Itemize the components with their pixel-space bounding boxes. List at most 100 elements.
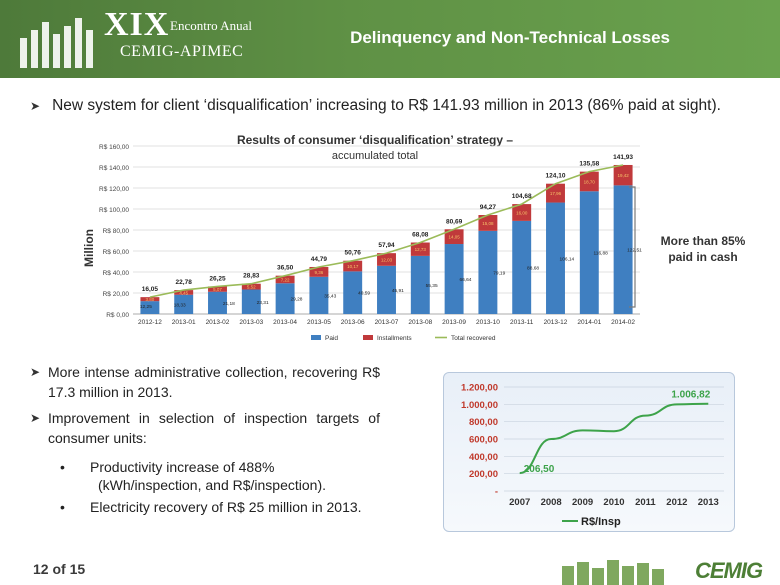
bar-installments [275, 275, 295, 284]
paid-value-label: 23,31 [257, 300, 269, 306]
paid-value-label: 21,18 [223, 301, 235, 307]
installments-value-label: 5,52 [247, 285, 256, 290]
organization-name: CEMIG-APIMEC [120, 43, 244, 60]
installments-value-label: 7,22 [281, 277, 290, 282]
total-value-label: 28,83 [243, 273, 260, 280]
total-value-label: 80,69 [446, 218, 463, 225]
x-tick-label: 2013 [698, 497, 719, 508]
sub-bullet-text: Electricity recovery of R$ 25 million in… [90, 499, 362, 515]
first-point-label: 206,50 [524, 464, 555, 475]
paid-in-cash-note: More than 85% paid in cash [660, 234, 746, 264]
sub-bullet-item: • Productivity increase of 488% (kWh/ins… [30, 458, 380, 494]
bar-installments [579, 171, 599, 192]
y-tick-label: R$ 160,00 [99, 144, 129, 151]
total-value-label: 124,10 [546, 173, 566, 180]
y-tick-label: 800,00 [469, 417, 498, 428]
total-value-label: 16,05 [142, 286, 159, 293]
top-bullet: ➤ New system for client ‘disqualification… [30, 97, 721, 115]
rs-per-inspection-panel: - 200,00 400,00 600,00 800,00 1.000,00 1.200,0… [443, 372, 735, 532]
y-tick-label: 200,00 [469, 469, 498, 480]
paid-value-label: 66,64 [459, 277, 471, 283]
bar-installments [512, 204, 532, 221]
chart-title: Results of consumer ‘disqualification’ s… [237, 133, 513, 147]
total-recovered-line [149, 164, 624, 298]
bar-paid [377, 265, 396, 314]
x-tick-label: 2008 [541, 497, 562, 508]
x-tick-label: 2012 [666, 497, 687, 508]
total-value-label: 44,79 [311, 256, 328, 263]
y-tick-label: R$ 120,00 [99, 186, 129, 193]
sub-bullet-text: Productivity increase of 488% [90, 459, 275, 475]
paid-value-label: 35,43 [324, 293, 336, 299]
bar-installments [377, 253, 396, 266]
installments-value-label: 3,80 [146, 297, 155, 302]
total-value-label: 22,78 [176, 279, 193, 286]
legend-label: R$/Insp [581, 516, 621, 528]
paid-value-label: 55,35 [426, 283, 438, 289]
bar-installments [410, 242, 430, 256]
y-axis-label: Million [82, 229, 96, 267]
legend-label-paid: Paid [325, 335, 338, 342]
page-title: Delinquency and Non-Technical Losses [350, 28, 670, 47]
total-value-label: 141,93 [613, 154, 633, 161]
sub-bullet-text: (kWh/inspection, and R$/inspection). [98, 477, 326, 493]
paid-value-label: 79,19 [493, 270, 505, 276]
event-number: XIX [104, 6, 170, 43]
bar-installments [309, 266, 329, 277]
y-tick-label: 1.000,00 [461, 400, 498, 411]
y-tick-label: 1.200,00 [461, 383, 498, 394]
bar-installments [208, 286, 227, 292]
legend-swatch-paid [311, 335, 321, 340]
bar-paid [343, 271, 363, 314]
paid-value-label: 88,68 [527, 265, 539, 271]
bar-paid [140, 301, 160, 314]
bar-paid [613, 185, 633, 314]
bar-installments [174, 290, 194, 295]
x-tick-label: 2013-10 [476, 319, 500, 326]
installments-value-label: 15,08 [482, 221, 494, 226]
arrow-bullet-icon: ➤ [30, 411, 41, 425]
paid-value-label: 40,59 [358, 291, 370, 297]
bar-paid [579, 191, 599, 314]
last-point-label: 1.006,82 [671, 390, 710, 401]
installments-value-label: 17,96 [550, 191, 562, 196]
installments-value-label: 12,73 [415, 247, 427, 252]
installments-value-label: 4,45 [179, 290, 188, 295]
paid-value-label: 12,25 [140, 304, 152, 310]
legend-label-installments: Installments [377, 335, 412, 342]
paid-value-label: 116,88 [593, 251, 608, 257]
y-tick-label: R$ 100,00 [99, 207, 129, 214]
installments-value-label: 12,03 [381, 257, 393, 262]
y-tick-label: - [495, 487, 498, 498]
header-banner: XIX Encontro Anual CEMIG-APIMEC Delinque… [0, 0, 780, 78]
x-tick-label: 2013-11 [510, 319, 534, 326]
x-tick-label: 2013-02 [206, 319, 230, 326]
rs-per-inspection-line-chart: - 200,00 400,00 600,00 800,00 1.000,00 1.200,0… [461, 383, 724, 528]
x-tick-label: 2013-07 [375, 319, 399, 326]
arrow-bullet-icon: ➤ [30, 365, 41, 379]
x-tick-label: 2013-05 [307, 319, 331, 326]
x-tick-label: 2013-04 [273, 319, 297, 326]
cemig-logo: CEMIG [695, 558, 763, 583]
total-value-label: 135,58 [579, 161, 599, 168]
bar-paid [546, 202, 565, 314]
legend-swatch-installments [363, 335, 373, 340]
bar-installments [478, 215, 498, 231]
y-tick-label: R$ 0,00 [106, 312, 129, 319]
x-tick-label: 2013-09 [442, 319, 466, 326]
total-value-label: 26,25 [209, 275, 226, 282]
y-tick-label: R$ 40,00 [103, 270, 130, 277]
installments-value-label: 14,05 [448, 235, 460, 240]
y-tick-label: R$ 140,00 [99, 165, 129, 172]
x-tick-label: 2013-06 [341, 319, 365, 326]
top-bullet-text: New system for client ‘disqualification’… [52, 97, 721, 114]
installments-value-label: 5,07 [213, 287, 222, 292]
arrow-bullet-icon: ➤ [30, 99, 41, 113]
y-tick-label: R$ 20,00 [103, 291, 130, 298]
x-tick-label: 2013-01 [172, 319, 196, 326]
y-tick-label: 600,00 [469, 435, 498, 446]
bar-paid [410, 255, 430, 314]
bar-installments [546, 183, 565, 203]
total-value-label: 36,50 [277, 265, 294, 272]
bar-paid [208, 291, 227, 314]
